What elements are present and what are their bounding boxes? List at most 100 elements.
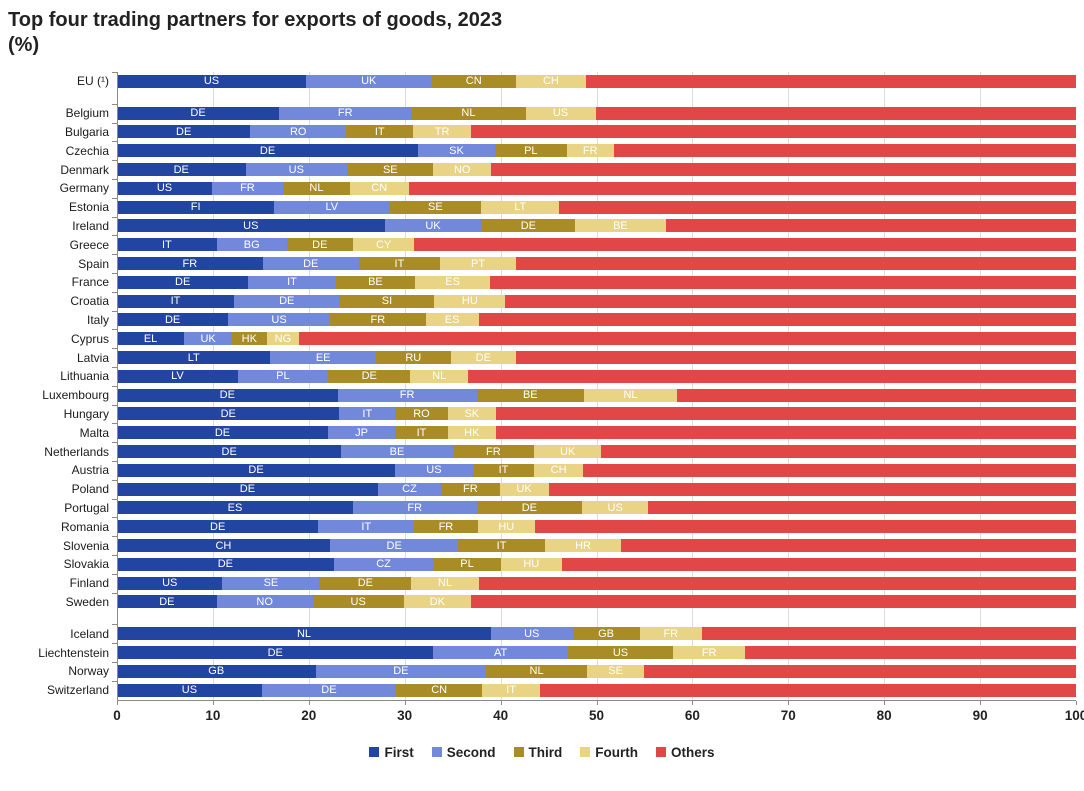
bar-segment-second: US	[395, 463, 473, 477]
bar-segment-third: RU	[375, 351, 451, 365]
segment-label: DE	[475, 351, 491, 364]
bar-row-slovenia: Slovenia CH DE IT HR	[8, 536, 1076, 555]
bar-segment-fourth: SE	[586, 664, 645, 678]
bar-row-estonia: Estonia FI LV SE LT	[8, 197, 1076, 217]
bar-segment-others	[515, 351, 1076, 365]
segment-label: EL	[143, 332, 158, 345]
bar-segment-fourth: UK	[534, 445, 602, 459]
bar-track: DE JP IT HK	[117, 426, 1076, 440]
segment-label: CN	[431, 684, 448, 697]
bar-track: IT DE SI HU	[117, 294, 1076, 308]
bar-segment-first: NL	[117, 627, 491, 641]
bar-track: DE RO IT TR	[117, 125, 1076, 139]
bar-segment-third: FR	[329, 313, 426, 327]
segment-label: HU	[523, 558, 540, 571]
bar-segment-third: DE	[481, 219, 576, 233]
segment-label: PT	[471, 257, 486, 270]
bar-segment-fourth: UK	[499, 482, 549, 496]
segment-label: DE	[190, 107, 206, 120]
segment-label: NL	[309, 182, 324, 195]
country-label: Spain	[78, 256, 109, 271]
segment-label: IT	[361, 520, 372, 533]
bar-segment-third: NL	[411, 106, 526, 120]
segment-label: DE	[521, 501, 537, 514]
bar-row-sweden: Sweden DE NO US DK	[8, 592, 1076, 612]
legend-swatch	[656, 747, 666, 757]
bar-segment-fourth: SK	[447, 407, 496, 421]
bar-segment-others	[621, 539, 1076, 553]
segment-label: CY	[375, 238, 392, 251]
bar-segment-second: DE	[315, 664, 487, 678]
bar-segment-third: SE	[347, 163, 434, 177]
segment-label: LV	[171, 370, 184, 383]
bar-segment-second: AT	[433, 646, 568, 659]
country-label: Lithuania	[60, 369, 109, 384]
x-axis-tick	[1076, 700, 1077, 705]
country-label: Portugal	[64, 500, 109, 515]
segment-label: CH	[550, 464, 567, 477]
legend-item-second: Second	[431, 745, 496, 760]
plot-area: EU (¹) US UK CN CH Belgium DE FR NL US Bulgaria DE R…	[8, 72, 1076, 700]
country-label: Bulgaria	[64, 124, 109, 139]
country-label: Switzerland	[46, 683, 109, 698]
bar-segment-first: DE	[117, 275, 249, 289]
bar-segment-second: DE	[262, 257, 359, 271]
bar-track: FR DE IT PT	[117, 257, 1076, 271]
x-axis-tick	[884, 700, 886, 705]
bar-segment-others	[648, 501, 1076, 515]
country-label: Cyprus	[70, 331, 109, 346]
bar-segment-third: HK	[232, 332, 267, 346]
bar-track: DE SK PL FR	[117, 144, 1076, 158]
bar-segment-second: SE	[222, 576, 320, 590]
bar-segment-second: US	[245, 163, 348, 177]
bar-segment-third: DE	[476, 501, 583, 515]
bar-segment-fourth: HU	[500, 557, 562, 571]
bar-row-italy: Italy DE US FR ES	[8, 310, 1076, 330]
segment-label: SI	[381, 295, 393, 308]
bar-row-ireland: Ireland US UK DE BE	[8, 216, 1076, 236]
bar-segment-third: IT	[358, 257, 441, 271]
bar-segment-third: GB	[572, 627, 640, 641]
segment-label: CZ	[376, 558, 391, 571]
bar-segment-others	[701, 627, 1076, 641]
bar-track: DE FR BE NL	[117, 388, 1076, 402]
bar-segment-first: FI	[117, 200, 275, 214]
bar-row-germany: Germany US FR NL CN	[8, 178, 1076, 198]
bar-segment-second: FR	[211, 181, 283, 195]
bar-track: DE NO US DK	[117, 595, 1076, 609]
bar-segment-fourth: BE	[575, 219, 666, 233]
x-axis-tick-label: 60	[684, 707, 700, 723]
segment-label: IT	[498, 464, 509, 477]
country-label: Ireland	[72, 218, 109, 233]
segment-label: NL	[432, 370, 447, 383]
bar-segment-others	[535, 520, 1076, 534]
country-label: Netherlands	[44, 444, 109, 459]
segment-label: UK	[361, 75, 377, 88]
segment-label: BE	[522, 389, 538, 402]
bar-segment-first: ES	[117, 501, 353, 515]
bar-segment-first: DE	[117, 163, 246, 177]
group-gap	[8, 91, 1076, 104]
gridline	[212, 72, 214, 700]
segment-label: LV	[325, 201, 339, 214]
bar-segment-third: IT	[472, 463, 535, 477]
segment-label: US	[203, 75, 220, 88]
bar-segment-third: FR	[452, 445, 535, 459]
segment-label: FR	[486, 445, 501, 458]
bar-segment-third: PL	[494, 144, 567, 158]
segment-label: FR	[701, 646, 717, 659]
bar-segment-first: DE	[117, 482, 378, 496]
legend-swatch	[369, 747, 380, 757]
segment-label: DE	[303, 257, 319, 270]
bar-segment-others	[561, 557, 1076, 571]
segment-label: EE	[315, 351, 331, 364]
bar-track: IT BG DE CY	[117, 238, 1076, 252]
bar-track: GB DE NL SE	[117, 664, 1076, 678]
bar-row-czechia: Czechia DE SK PL FR	[8, 141, 1076, 160]
bar-segment-third: SI	[339, 294, 435, 308]
segment-label: US	[243, 219, 259, 232]
bar-track: DE US FR ES	[117, 313, 1076, 327]
x-axis-tick	[692, 700, 694, 705]
bar-segment-second: DE	[233, 294, 340, 308]
grid-layer	[117, 72, 1076, 700]
